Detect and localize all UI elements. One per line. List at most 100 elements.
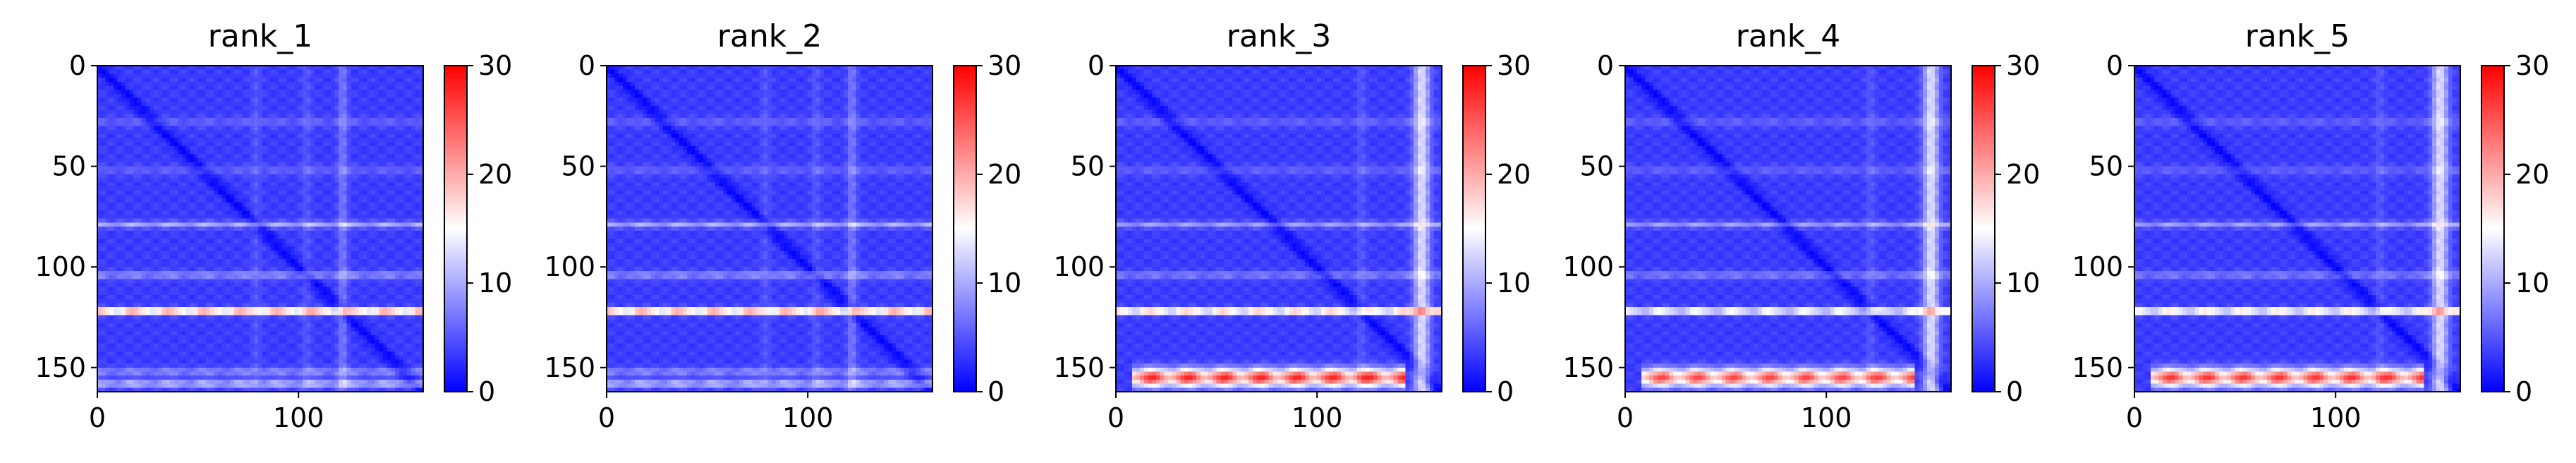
heatmap-cell	[190, 227, 195, 232]
heatmap-cell	[109, 190, 114, 196]
heatmap-cell	[330, 142, 336, 147]
heatmap-cell	[242, 206, 247, 211]
heatmap-cell	[286, 146, 291, 151]
heatmap-cell	[403, 133, 408, 139]
heatmap-cell	[230, 239, 235, 243]
heatmap-cell	[145, 258, 150, 264]
heatmap-cell	[407, 303, 412, 308]
heatmap-cell	[157, 162, 162, 167]
heatmap-cell	[302, 291, 308, 296]
heatmap-cell	[266, 121, 271, 127]
heatmap-cell	[282, 287, 287, 291]
heatmap-cell	[162, 118, 166, 123]
heatmap-cell	[342, 275, 348, 279]
heatmap-cell	[306, 154, 311, 159]
heatmap-cell	[129, 178, 134, 183]
heatmap-cell	[174, 255, 178, 260]
heatmap-cell	[198, 230, 202, 236]
heatmap-cell	[105, 93, 110, 99]
heatmap-cell	[367, 121, 372, 127]
heatmap-cell	[233, 275, 239, 279]
heatmap-cell	[153, 90, 159, 95]
heatmap-cell	[178, 93, 183, 99]
heatmap-cell	[206, 239, 211, 243]
heatmap-cell	[165, 81, 171, 87]
heatmap-cell	[117, 93, 122, 99]
heatmap-cell	[290, 218, 296, 224]
heatmap-cell	[310, 275, 315, 279]
heatmap-cell	[162, 299, 166, 304]
heatmap-cell	[198, 93, 202, 99]
heatmap-cell	[298, 166, 303, 171]
heatmap-cell	[411, 121, 416, 127]
heatmap-cell	[105, 150, 110, 155]
heatmap-cell	[367, 206, 372, 211]
heatmap-cell	[407, 150, 412, 155]
heatmap-cell	[150, 93, 154, 99]
heatmap-cell	[411, 230, 416, 236]
heatmap-cell	[190, 239, 195, 243]
heatmap-cell	[141, 307, 147, 312]
heatmap-cell	[214, 210, 219, 215]
heatmap-cell	[246, 78, 251, 83]
heatmap-cell	[125, 66, 130, 71]
heatmap-cell	[254, 186, 259, 191]
heatmap-cell	[121, 166, 126, 171]
heatmap-cell	[391, 126, 396, 131]
heatmap-cell	[186, 198, 190, 203]
heatmap-cell	[129, 210, 134, 215]
heatmap-cell	[174, 186, 178, 191]
heatmap-cell	[302, 258, 308, 264]
heatmap-cell	[250, 126, 255, 131]
heatmap-cell	[109, 246, 114, 251]
heatmap-cell	[101, 150, 106, 155]
heatmap-cell	[254, 114, 259, 119]
heatmap-cell	[97, 190, 102, 196]
heatmap-cell	[221, 121, 227, 127]
heatmap-cell	[169, 210, 174, 215]
heatmap-cell	[193, 142, 199, 147]
heatmap-cell	[117, 267, 122, 272]
heatmap-cell	[193, 178, 199, 183]
heatmap-cell	[415, 267, 420, 272]
heatmap-cell	[355, 287, 360, 291]
heatmap-cell	[322, 85, 327, 90]
heatmap-cell	[202, 287, 207, 291]
heatmap-cell	[105, 78, 110, 83]
heatmap-cell	[138, 118, 142, 123]
heatmap-cell	[382, 258, 388, 264]
heatmap-cell	[407, 109, 412, 115]
heatmap-cell	[358, 291, 364, 296]
heatmap-cell	[266, 270, 271, 276]
heatmap-cell	[367, 258, 372, 264]
heatmap-cell	[266, 97, 271, 102]
heatmap-cell	[286, 178, 291, 183]
heatmap-cell	[322, 154, 327, 159]
heatmap-cell	[198, 162, 202, 167]
heatmap-cell	[363, 142, 367, 147]
heatmap-cell	[105, 230, 110, 236]
heatmap-cell	[233, 227, 239, 232]
heatmap-cell	[403, 93, 408, 99]
heatmap-cell	[290, 206, 296, 211]
heatmap-cell	[355, 198, 360, 203]
heatmap-cell	[226, 81, 231, 87]
heatmap-cell	[391, 154, 396, 159]
heatmap-cell	[246, 299, 251, 304]
heatmap-cell	[274, 210, 279, 215]
heatmap-cell	[202, 275, 207, 279]
heatmap-cell	[387, 166, 391, 171]
heatmap-cell	[233, 126, 239, 131]
heatmap-cell	[138, 121, 142, 127]
heatmap-cell	[214, 90, 219, 95]
heatmap-cell	[141, 230, 147, 236]
heatmap-cell	[358, 121, 364, 127]
heatmap-cell	[113, 283, 119, 288]
heatmap-cell	[169, 242, 174, 248]
heatmap-cell	[238, 307, 243, 312]
heatmap-cell	[202, 126, 207, 131]
heatmap-cell	[169, 246, 174, 251]
heatmap-cell	[306, 138, 311, 143]
heatmap-cell	[379, 242, 384, 248]
heatmap-cell	[339, 150, 344, 155]
